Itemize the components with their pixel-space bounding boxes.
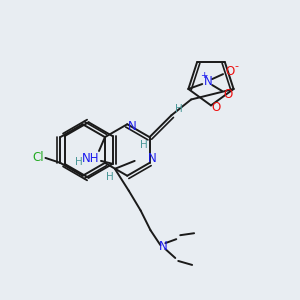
Text: H: H [140,140,148,150]
Text: O: O [211,101,220,114]
Text: O: O [224,88,232,101]
Text: N: N [148,152,157,165]
Text: H: H [75,157,83,167]
Text: Cl: Cl [33,152,44,164]
Text: N: N [159,240,168,253]
Text: N: N [128,120,136,133]
Text: O: O [225,65,235,78]
Text: NH: NH [82,152,100,165]
Text: N: N [204,75,213,88]
Text: +: + [200,70,208,80]
Text: -: - [235,61,239,71]
Text: H: H [176,104,183,114]
Text: H: H [106,172,114,182]
